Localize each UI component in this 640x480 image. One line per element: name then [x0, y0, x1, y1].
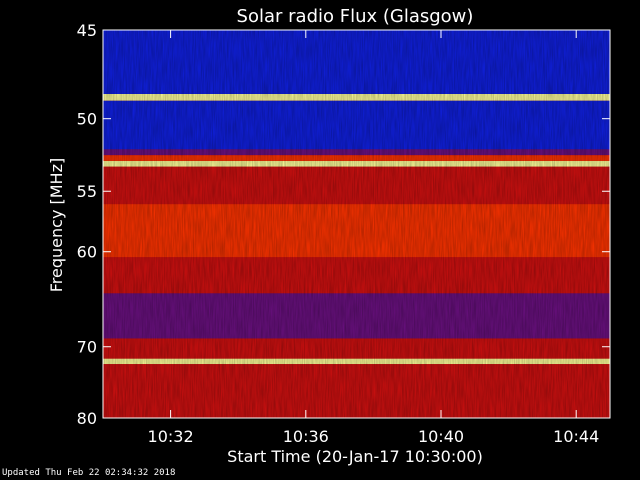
x-tick-label: 10:32: [148, 427, 194, 446]
plot-area: [102, 29, 611, 419]
x-tick-label: 10:44: [553, 427, 599, 446]
y-tick-label: 45: [77, 21, 97, 40]
y-tick-label: 80: [77, 409, 97, 428]
y-tick-label: 55: [77, 182, 97, 201]
y-axis: 45 50 55 60 70 80: [77, 21, 610, 428]
y-tick-label: 60: [77, 243, 97, 262]
chart-title: Solar radio Flux (Glasgow): [237, 6, 474, 27]
noise-texture: [103, 30, 610, 418]
x-tick-label: 10:36: [283, 427, 329, 446]
updated-timestamp: Updated Thu Feb 22 02:34:32 2018: [2, 468, 176, 478]
x-axis: 10:32 10:36 10:40 10:44: [148, 30, 599, 446]
x-axis-label: Start Time (20-Jan-17 10:30:00): [227, 447, 483, 466]
plot-frame: [102, 29, 611, 419]
x-tick-label: 10:40: [418, 427, 464, 446]
y-tick-label: 50: [77, 110, 97, 129]
y-axis-label: Frequency [MHz]: [47, 158, 66, 292]
y-tick-label: 70: [77, 338, 97, 357]
